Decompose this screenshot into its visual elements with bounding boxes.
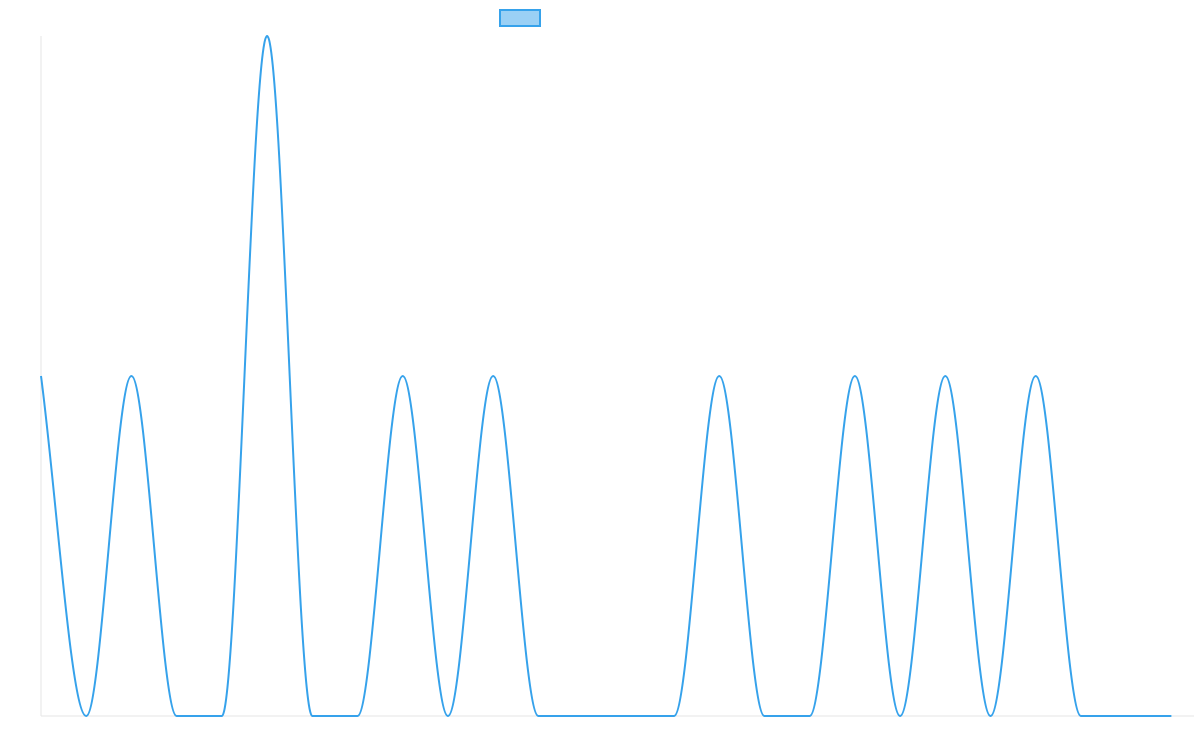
data-point[interactable]	[987, 712, 995, 720]
data-point[interactable]	[1122, 712, 1130, 720]
data-point[interactable]	[127, 372, 135, 380]
data-point[interactable]	[1077, 712, 1085, 720]
data-point[interactable]	[580, 712, 588, 720]
data-point[interactable]	[399, 372, 407, 380]
data-point[interactable]	[218, 712, 226, 720]
legend-swatch[interactable]	[499, 9, 541, 27]
series-layer	[37, 32, 1175, 720]
data-point[interactable]	[173, 712, 181, 720]
series-line-0	[40, 35, 1172, 717]
data-point[interactable]	[670, 712, 678, 720]
data-point[interactable]	[308, 712, 316, 720]
data-point[interactable]	[37, 372, 45, 380]
data-point[interactable]	[444, 712, 452, 720]
data-point[interactable]	[941, 372, 949, 380]
data-point[interactable]	[1032, 372, 1040, 380]
data-point[interactable]	[354, 712, 362, 720]
data-point[interactable]	[851, 372, 859, 380]
data-point[interactable]	[760, 712, 768, 720]
data-point[interactable]	[625, 712, 633, 720]
data-point[interactable]	[806, 712, 814, 720]
data-point[interactable]	[263, 32, 271, 40]
legend[interactable]	[499, 9, 541, 27]
data-point[interactable]	[715, 372, 723, 380]
data-point[interactable]	[1167, 712, 1175, 720]
data-point[interactable]	[534, 712, 542, 720]
data-point[interactable]	[896, 712, 904, 720]
data-point[interactable]	[82, 712, 90, 720]
data-point[interactable]	[489, 372, 497, 380]
